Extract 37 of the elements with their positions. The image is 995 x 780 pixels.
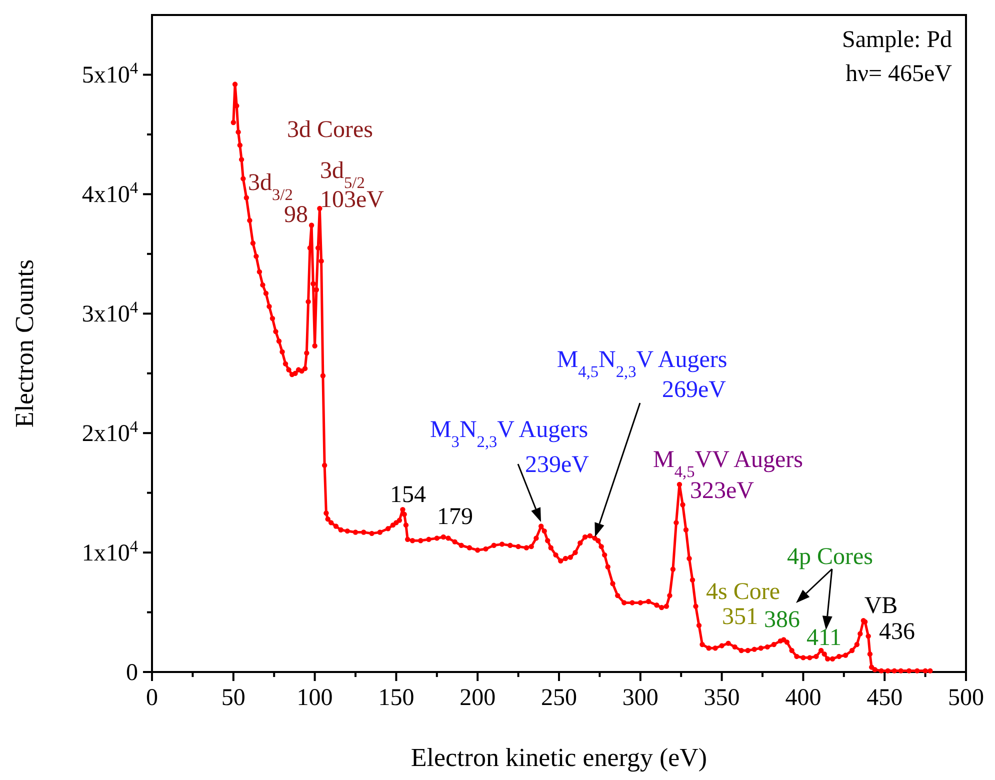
- x-tick-label: 350: [704, 685, 740, 711]
- annotation: M$_{3}$N$_{2,3}$V Augers: [430, 417, 588, 450]
- annotation: M$_{4,5}$VV Augers: [653, 447, 803, 480]
- annotation: 323eV: [690, 478, 755, 504]
- y-axis-title: Electron Counts: [10, 259, 39, 428]
- x-tick-label: 450: [866, 685, 903, 711]
- x-tick-label: 400: [785, 685, 822, 711]
- y-tick-label: 1x10$^{4}$: [82, 536, 138, 567]
- y-tick-label: 3x10$^{4}$: [82, 297, 138, 328]
- x-tick-label: 150: [378, 685, 414, 711]
- y-tick-label: 4x10$^{4}$: [82, 178, 138, 208]
- annotation: 351: [722, 604, 758, 630]
- annotation: 239eV: [525, 452, 590, 478]
- x-tick-label: 100: [296, 685, 333, 711]
- x-tick-label: 500: [948, 685, 984, 711]
- annotation: hν= 465eV: [846, 61, 953, 87]
- annotation: 386: [764, 607, 800, 633]
- annotation: 4p Cores: [787, 544, 873, 570]
- x-tick-label: 0: [146, 685, 158, 711]
- x-tick-label: 200: [460, 685, 496, 711]
- x-tick-label: 300: [622, 685, 658, 711]
- x-tick-label: 250: [541, 685, 577, 711]
- y-tick-label: 0: [126, 660, 138, 686]
- annotation: 3d$_{3/2}$: [248, 170, 293, 204]
- y-tick-label: 2x10$^{4}$: [82, 416, 138, 448]
- annotation: 436: [879, 619, 915, 645]
- annotation: 154: [390, 482, 426, 508]
- annotation: 98: [284, 202, 308, 228]
- annotation: 179: [437, 504, 473, 530]
- annotation: 4s Core: [706, 579, 780, 605]
- annotation: 411: [806, 625, 842, 651]
- x-tick-label: 50: [221, 685, 246, 711]
- y-tick-label: 5x10$^{4}$: [82, 58, 138, 89]
- annotation: Sample: Pd: [842, 27, 952, 53]
- annotation: 3d Cores: [287, 117, 373, 143]
- annotation: VB: [864, 593, 898, 619]
- x-axis-title: Electron kinetic energy (eV): [410, 743, 708, 772]
